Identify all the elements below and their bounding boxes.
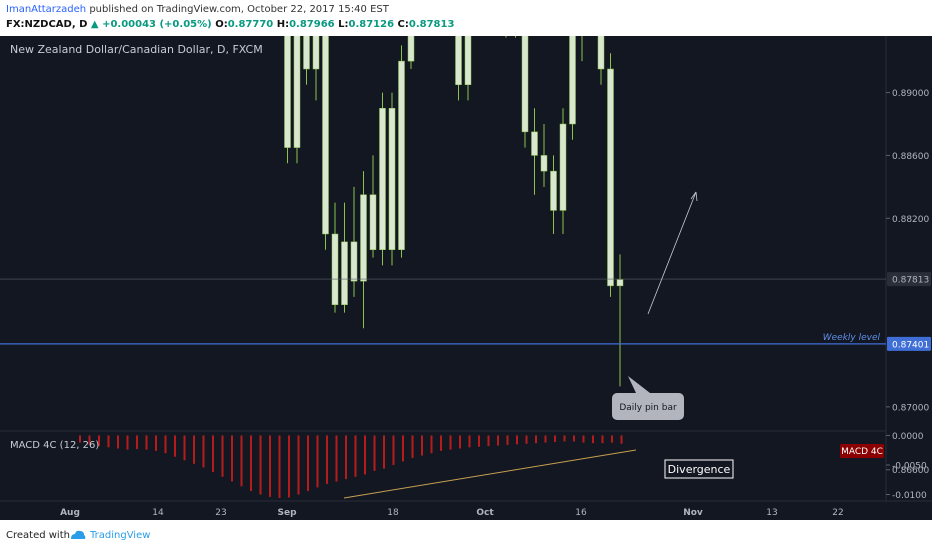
- price-tick-label: 0.86600: [892, 466, 929, 476]
- last-price-tag: [887, 272, 931, 287]
- candle-body[interactable]: [616, 279, 624, 287]
- symbol-label: FX:NZDCAD, D: [6, 19, 88, 30]
- candle-body[interactable]: [550, 170, 557, 211]
- candle-body[interactable]: [521, 36, 529, 133]
- time-tick-label: 14: [152, 508, 164, 518]
- candle-body[interactable]: [540, 155, 548, 172]
- candle-body[interactable]: [388, 108, 396, 250]
- open-label: O:: [215, 19, 228, 30]
- callout-bubble[interactable]: [612, 393, 684, 420]
- close-value: 0.87813: [408, 19, 455, 30]
- time-tick-label: Sep: [277, 508, 297, 518]
- candle-body[interactable]: [293, 36, 301, 148]
- price-tick-label: 0.88600: [892, 152, 929, 162]
- ohlc-line: FX:NZDCAD, D ▲ +0.00043 (+0.05%) O:0.877…: [6, 19, 454, 30]
- candle-body[interactable]: [379, 108, 386, 250]
- high-label: H:: [276, 19, 290, 30]
- chart-background: [0, 36, 932, 520]
- chart-header: ImanAttarzadeh published on TradingView.…: [0, 0, 932, 36]
- author-link[interactable]: ImanAttarzadeh: [6, 4, 87, 15]
- publish-info: published on TradingView.com, October 22…: [89, 4, 389, 15]
- candle-body[interactable]: [341, 241, 348, 305]
- arrow-head-icon: [690, 191, 698, 202]
- close-label: C:: [397, 19, 409, 30]
- time-tick-label: 23: [215, 508, 226, 518]
- candle-body[interactable]: [331, 233, 339, 305]
- change-value: ▲ +0.00043 (+0.05%): [90, 19, 212, 30]
- time-tick-label: 22: [832, 508, 843, 518]
- time-tick-label: Aug: [60, 508, 80, 518]
- low-value: 0.87126: [348, 19, 395, 30]
- candle-body[interactable]: [455, 36, 462, 85]
- chart-title: New Zealand Dollar/Canadian Dollar, D, F…: [10, 43, 263, 56]
- time-tick-label: 13: [766, 508, 777, 518]
- candle-body[interactable]: [407, 36, 415, 62]
- candle-body[interactable]: [322, 36, 329, 235]
- time-tick-label: 16: [575, 508, 587, 518]
- tradingview-brand-link[interactable]: TradingView: [90, 530, 151, 541]
- time-tick-label: 18: [387, 508, 399, 518]
- macd-tick-label: -0.0100: [892, 491, 927, 501]
- candle-body[interactable]: [369, 194, 377, 250]
- candle-body[interactable]: [303, 36, 310, 70]
- divergence-box[interactable]: [664, 459, 734, 479]
- weekly-price-tag: [887, 336, 931, 351]
- time-tick-label: Oct: [476, 508, 494, 518]
- price-tick-label: 0.89000: [892, 89, 929, 99]
- candle-body[interactable]: [569, 36, 576, 125]
- open-value: 0.87770: [227, 19, 274, 30]
- candle-body[interactable]: [312, 36, 320, 70]
- macd-badge: [840, 444, 884, 458]
- footer: Created with TradingView: [0, 520, 932, 550]
- weekly-level-label: Weekly level: [823, 333, 881, 343]
- macd-tick-label: 0.0000: [892, 432, 924, 442]
- tradingview-logo-icon: [71, 530, 86, 539]
- candle-body[interactable]: [284, 36, 291, 148]
- divergence-trendline[interactable]: [343, 449, 637, 499]
- publish-line: ImanAttarzadeh published on TradingView.…: [6, 4, 389, 15]
- candle-body[interactable]: [464, 36, 472, 85]
- projection-arrow[interactable]: [647, 191, 697, 315]
- candle-body[interactable]: [350, 241, 358, 282]
- divergence-label: Divergence: [668, 463, 731, 476]
- price-tick-label: 0.88200: [892, 215, 929, 225]
- price-tick-label: 0.87000: [892, 403, 929, 413]
- candle-body[interactable]: [607, 68, 614, 287]
- macd-badge-label: MACD 4C: [841, 447, 883, 457]
- time-tick-label: Nov: [683, 508, 703, 518]
- price-chart[interactable]: 0.920000.915000.910000.905000.900000.895…: [0, 36, 932, 520]
- high-value: 0.87966: [289, 19, 335, 30]
- callout-pointer: [628, 376, 650, 393]
- macd-title: MACD 4C (12, 26): [10, 440, 99, 451]
- price-tick-label: 0.87401: [892, 340, 929, 350]
- macd-tick-label: -0.0050: [892, 462, 927, 472]
- candle-body[interactable]: [597, 36, 605, 70]
- low-label: L:: [338, 19, 349, 30]
- candle-body[interactable]: [531, 131, 538, 156]
- candle-body[interactable]: [360, 194, 367, 282]
- candle-body[interactable]: [398, 60, 405, 250]
- created-with-label: Created with: [6, 530, 70, 541]
- callout-text: Daily pin bar: [619, 403, 677, 413]
- candle-body[interactable]: [559, 123, 567, 211]
- price-tick-label: 0.87813: [892, 276, 929, 286]
